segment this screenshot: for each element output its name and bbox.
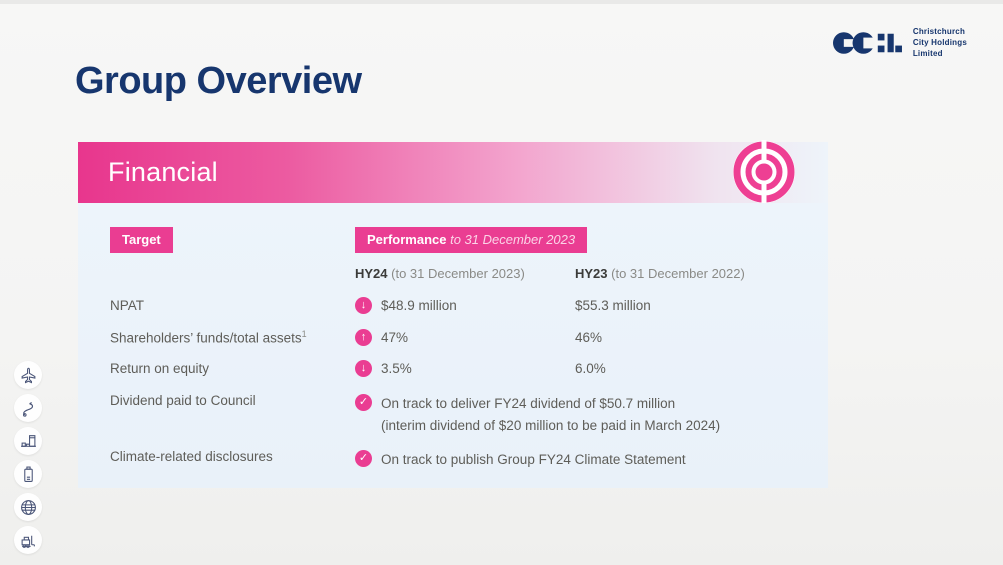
column-header-row: HY24 (to 31 December 2023) HY23 (to 31 D… [110,266,828,281]
row-label: Dividend paid to Council [110,393,256,408]
performance-badge-subtitle: to 31 December 2023 [446,232,576,247]
table-row-dividend: Dividend paid to Council ✓ On track to d… [110,393,828,436]
check-icon: ✓ [355,394,372,411]
status-line1: On track to publish Group FY24 Climate S… [381,452,686,468]
table-row-shareholders-funds: Shareholders’ funds/total assets1 ↑ 47% … [110,329,828,346]
port-crane-icon [20,434,36,447]
hy24-label: HY24 [355,266,388,281]
row-label: Return on equity [110,361,210,376]
top-edge-strip [0,0,1003,4]
sidebar-button-global[interactable] [14,493,42,521]
down-arrow-icon: ↓ [355,297,372,314]
financial-table-panel: Target Performance to 31 December 2023 H… [78,203,828,488]
hy24-value-cell: ↓ 3.5% [355,360,575,377]
table-row-return-on-equity: Return on equity ↓ 3.5% 6.0% [110,360,828,377]
route-icon [22,401,33,417]
financial-section-banner: Financial [78,140,828,204]
status-text: On track to publish Group FY24 Climate S… [381,449,686,471]
status-cell: ✓ On track to deliver FY24 dividend of $… [355,393,828,436]
sidebar-button-construction[interactable] [14,526,42,554]
company-name-line3: Limited [912,48,943,58]
footnote-marker: 1 [301,329,307,340]
section-title: Financial [108,157,218,187]
hy23-value: 6.0% [575,361,606,376]
row-label-text: Shareholders’ funds/total assets [110,330,302,346]
hy23-label: HY23 [575,266,608,281]
row-label: Climate-related disclosures [110,449,273,465]
airplane-icon [21,367,35,383]
sidebar-button-port[interactable] [14,427,42,455]
company-name-line1: Christchurch [912,27,966,36]
column-header-hy24: HY24 (to 31 December 2023) [355,266,575,281]
sidebar-button-energy[interactable] [14,460,42,488]
hy24-value-cell: ↑ 47% [355,329,575,346]
hy24-value: 47% [381,330,409,345]
row-label: Shareholders’ funds/total assets1 [110,329,355,346]
table-row-climate-disclosures: Climate-related disclosures ✓ On track t… [110,449,828,471]
hy23-value: 46% [575,330,603,345]
sidebar-icon-stack [14,361,42,554]
down-arrow-icon: ↓ [355,360,372,377]
column-header-hy23: HY23 (to 31 December 2022) [575,266,828,281]
company-name-line2: City Holdings [912,37,967,47]
hy24-value: $48.9 million [381,298,457,313]
performance-badge-label: Performance [367,232,447,247]
up-arrow-icon: ↑ [355,329,372,346]
target-bullseye-icon [733,140,795,204]
hy23-note: (to 31 December 2022) [607,266,745,281]
battery-icon [23,466,33,482]
row-label: NPAT [110,298,145,313]
globe-icon [20,499,36,515]
status-line1: On track to deliver FY24 dividend of $50… [381,396,676,411]
target-badge: Target [110,227,173,253]
sidebar-button-route[interactable] [14,394,42,422]
sidebar-button-airport[interactable] [14,361,42,389]
status-text: On track to deliver FY24 dividend of $50… [381,393,720,436]
cchl-logo-mark [832,32,902,54]
page-title: Group Overview [75,60,362,102]
status-cell: ✓ On track to publish Group FY24 Climate… [355,449,828,471]
hy23-value: $55.3 million [575,298,651,313]
hy24-note: (to 31 December 2023) [387,266,525,281]
company-logo: Christchurch City Holdings Limited [832,27,967,59]
status-line2: (interim dividend of $20 million to be p… [381,417,721,433]
badge-row: Target Performance to 31 December 2023 [110,227,828,253]
company-name: Christchurch City Holdings Limited [913,27,967,59]
hy24-value-cell: ↓ $48.9 million [355,297,575,314]
hy24-value: 3.5% [381,361,412,376]
digger-icon [21,535,35,548]
performance-badge: Performance to 31 December 2023 [355,227,588,253]
table-row-npat: NPAT ↓ $48.9 million $55.3 million [110,297,828,314]
check-icon: ✓ [355,450,372,468]
